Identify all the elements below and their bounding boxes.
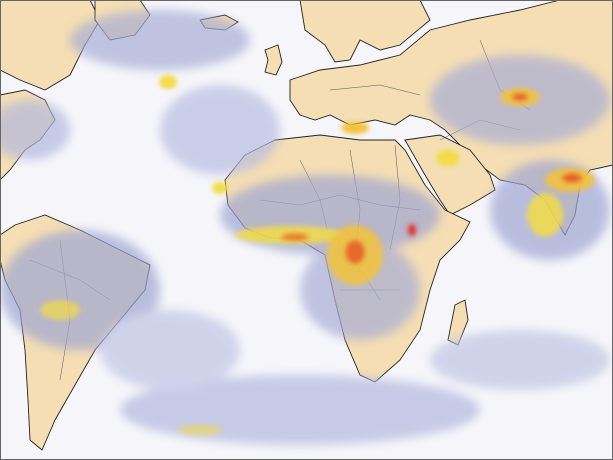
precipitation-hotspots (40, 75, 595, 435)
britain (264, 44, 283, 76)
arabia (404, 134, 496, 216)
greenland (0, 0, 101, 91)
scandinavia (299, 0, 431, 63)
madagascar (447, 299, 469, 346)
